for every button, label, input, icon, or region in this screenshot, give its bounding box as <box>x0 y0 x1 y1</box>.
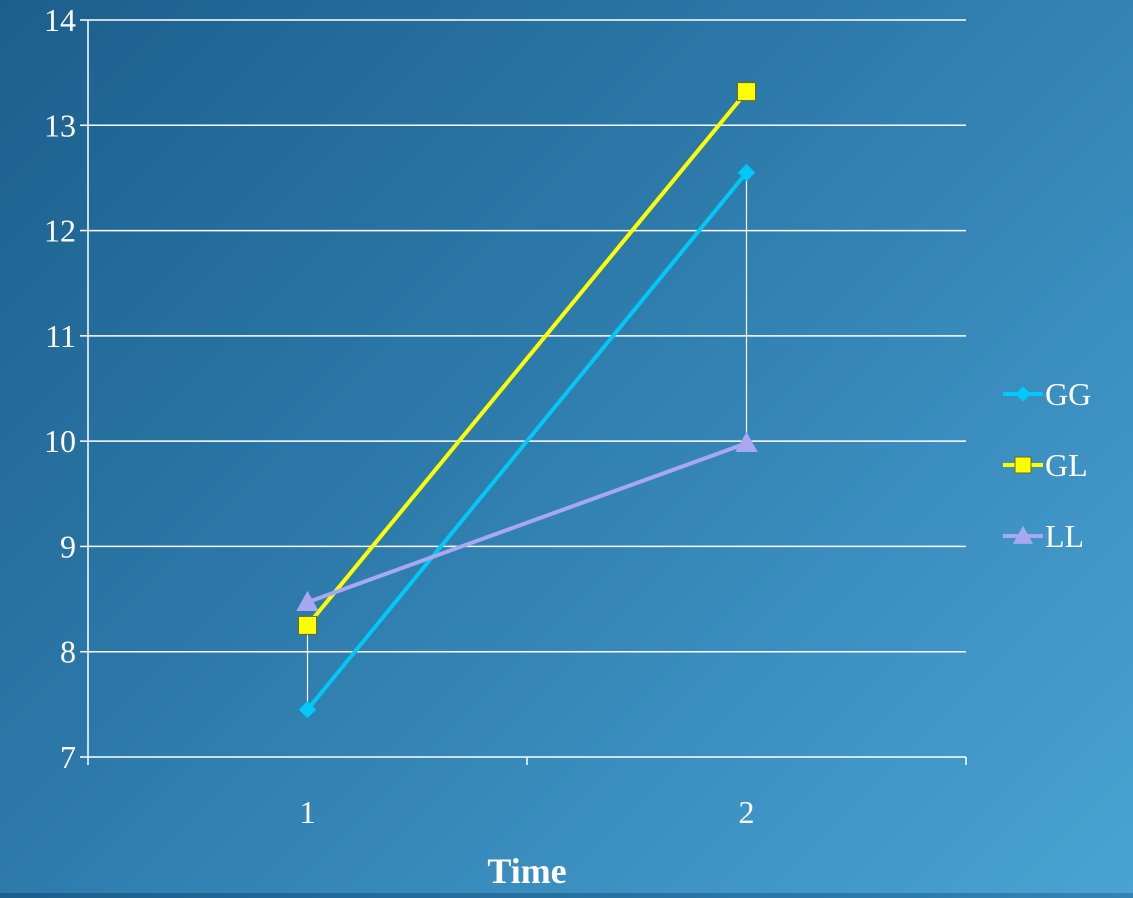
y-tick-label: 14 <box>44 2 76 38</box>
data-point-ll <box>296 590 319 612</box>
data-point-ll <box>735 431 758 453</box>
y-tick-label: 9 <box>60 528 76 564</box>
data-point-gg <box>298 700 317 719</box>
error-bars <box>306 172 748 705</box>
y-tick-labels: 7 8 9 10 11 12 13 14 <box>44 2 76 775</box>
gridlines <box>88 19 966 758</box>
legend-label-gl: GL <box>1045 447 1088 483</box>
data-point-gl <box>298 615 317 635</box>
legend-marker-gg <box>1015 386 1031 402</box>
axes <box>80 19 967 765</box>
data-point-gg <box>737 163 756 182</box>
data-point-gl <box>737 82 756 102</box>
series-lines <box>296 82 758 719</box>
legend-marker-ll <box>1012 525 1034 544</box>
y-tick-label: 13 <box>44 107 76 143</box>
y-tick-label: 8 <box>60 634 76 670</box>
series-line-ll <box>306 441 748 605</box>
series-line-gl <box>305 90 749 627</box>
x-tick-label: 1 <box>300 794 316 830</box>
x-tick-label: 2 <box>739 794 755 830</box>
y-tick-label: 11 <box>45 318 76 354</box>
x-axis-title: Time <box>487 851 566 891</box>
legend-marker-gl <box>1014 456 1032 474</box>
y-tick-label: 10 <box>44 423 76 459</box>
y-tick-label: 7 <box>60 739 76 775</box>
legend-label-ll: LL <box>1045 518 1084 554</box>
series-line-gg <box>305 171 749 711</box>
legend: GG GL LL <box>1003 376 1091 554</box>
legend-label-gg: GG <box>1045 376 1091 412</box>
y-tick-label: 12 <box>44 213 76 249</box>
